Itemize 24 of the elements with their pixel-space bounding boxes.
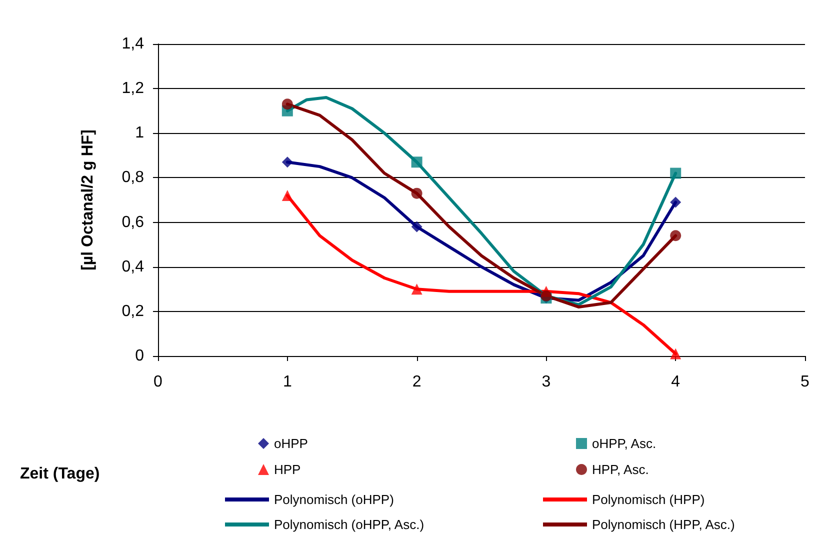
- y-tick-label: 0,4: [122, 258, 144, 276]
- legend-label: Polynomisch (oHPP, Asc.): [274, 517, 424, 532]
- x-tick-label: 0: [154, 374, 163, 390]
- x-tick-label: 3: [542, 374, 551, 390]
- y-axis-title: [µl Octanal/2 g HF]: [80, 130, 96, 270]
- y-tick-label: 1: [135, 124, 144, 142]
- x-tick-label: 5: [800, 374, 810, 390]
- x-tick-label: 1: [282, 374, 292, 390]
- x-tick-label: 4: [671, 374, 680, 390]
- legend-label: oHPP: [274, 436, 308, 451]
- y-tick-label: 0,8: [122, 169, 144, 186]
- x-axis-title: Zeit (Tage): [20, 466, 100, 482]
- legend-label: HPP: [274, 462, 301, 477]
- y-tick-label: 0: [135, 348, 144, 364]
- y-tick-label: 0,2: [122, 302, 144, 320]
- y-tick-label: 0,6: [122, 214, 144, 231]
- legend-label: Polynomisch (HPP): [592, 492, 705, 507]
- legend-label: Polynomisch (HPP, Asc.): [592, 517, 735, 532]
- y-tick-label: 1,4: [122, 36, 144, 52]
- legend-label: Polynomisch (oHPP): [274, 492, 394, 507]
- x-tick-label: 2: [412, 374, 422, 390]
- legend-label: oHPP, Asc.: [592, 436, 656, 451]
- legend-label: HPP, Asc.: [592, 462, 649, 477]
- y-tick-label: 1,2: [122, 80, 144, 98]
